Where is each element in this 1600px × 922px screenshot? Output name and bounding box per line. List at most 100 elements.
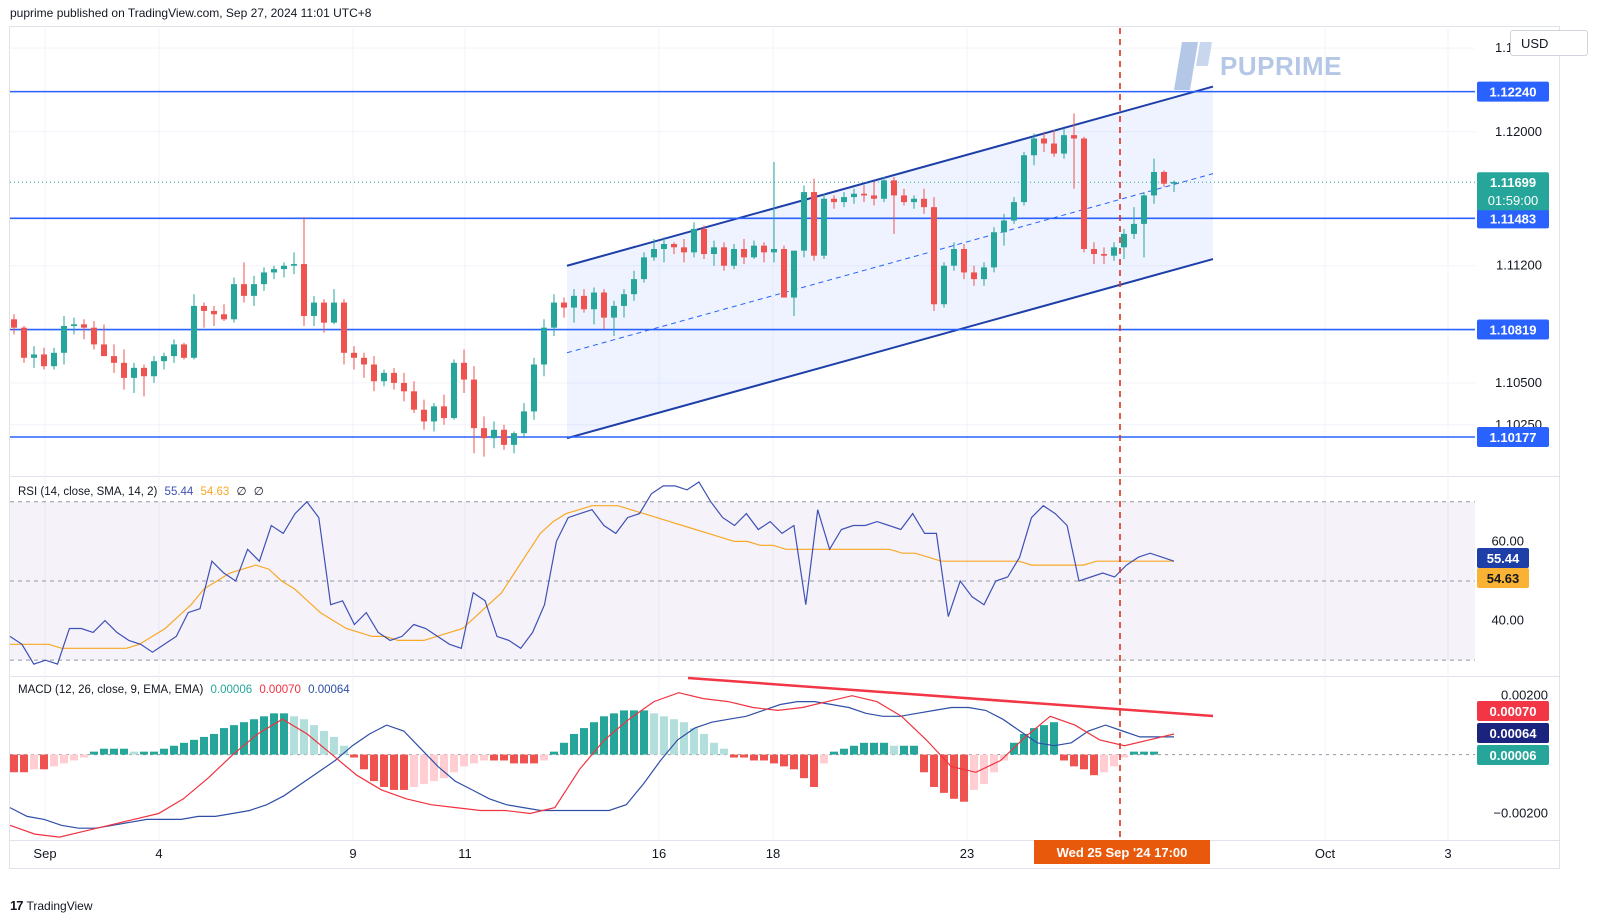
candle-up <box>1151 171 1157 196</box>
macd-hist-bar-positive <box>1040 725 1048 755</box>
macd-hist-bar-negative <box>1120 754 1128 758</box>
channel-midline <box>566 173 1214 354</box>
candle-up <box>171 344 177 357</box>
candle-down <box>1161 171 1167 184</box>
crosshair-time-label-bg <box>1034 840 1210 864</box>
macd-hist-bar-negative <box>40 754 48 770</box>
candle-down <box>1101 254 1107 256</box>
countdown-label: 01:59:00 <box>1488 193 1539 208</box>
crosshair-time-label: Wed 25 Sep '24 17:00 <box>1057 845 1188 860</box>
macd-hist-bar-positive <box>850 745 858 755</box>
macd-hist-bar-positive <box>590 722 598 755</box>
macd-hist-bar-positive <box>330 736 338 755</box>
candle-down <box>961 248 967 273</box>
candle-down <box>11 319 17 328</box>
level-price-label-text: 1.10819 <box>1490 323 1537 338</box>
rsi-value-label-bg <box>1477 548 1529 568</box>
candle-down <box>301 264 307 316</box>
macd-hist-bar-negative <box>470 754 478 764</box>
candle-up <box>941 265 947 305</box>
candle-up <box>771 248 777 253</box>
macd-hist-bar-positive <box>720 748 728 755</box>
macd-hist-bar-negative <box>10 754 18 773</box>
level-price-label-text: 1.11483 <box>1490 211 1536 226</box>
macd-hist-bar-positive <box>90 751 98 755</box>
candle-down <box>481 428 487 439</box>
candle-down <box>761 245 767 253</box>
last-price-label: 1.11699 <box>1490 175 1536 190</box>
candle-up <box>731 248 737 266</box>
candle-up <box>31 354 37 358</box>
candle-up <box>161 356 167 362</box>
candle-up <box>991 232 997 268</box>
macd-legend[interactable]: MACD (12, 26, close, 9, EMA, EMA) 0.0000… <box>18 684 354 696</box>
rsi-legend[interactable]: RSI (14, close, SMA, 14, 2) 55.44 54.63 … <box>18 484 268 498</box>
candle-down <box>91 327 97 345</box>
candle-up <box>291 264 297 266</box>
candle-up <box>801 192 807 251</box>
candle-up <box>1131 223 1137 234</box>
candle-up <box>791 250 797 298</box>
macd-hist-bar-negative <box>810 754 818 787</box>
macd-hist-bar-negative <box>730 754 738 758</box>
candle-up <box>1001 220 1007 233</box>
macd-hist-bar-negative <box>800 754 808 779</box>
macd-hist-bar-negative <box>400 754 408 790</box>
macd-hist-bar-negative <box>510 754 518 764</box>
candle-up <box>331 302 337 323</box>
candle-down <box>41 354 47 367</box>
macd-hist-bar-positive <box>280 713 288 755</box>
macd-hist-bar-positive <box>200 736 208 755</box>
rsi-legend-na-1: ∅ <box>236 486 247 498</box>
level-price-label-bg <box>1477 426 1549 447</box>
level-price-label: 1.10819 <box>1477 319 1549 340</box>
candle-down <box>471 379 477 429</box>
macd-signal-label: 0.00070 <box>1490 704 1537 719</box>
candle-up <box>611 305 617 318</box>
candle-up <box>1171 182 1177 184</box>
macd-hist-label-bg <box>1477 745 1549 765</box>
candle-down <box>901 195 907 203</box>
rsi-legend-value: 55.44 <box>164 486 194 498</box>
time-tick-label: 3 <box>1444 846 1451 861</box>
candle-down <box>861 193 867 196</box>
macd-hist-bar-positive <box>220 728 228 755</box>
macd-hist-bar-positive <box>290 716 298 755</box>
time-tick-label: 11 <box>458 846 472 861</box>
candle-up <box>311 302 317 316</box>
macd-hist-bar-negative <box>360 754 368 770</box>
time-tick-label: 9 <box>349 846 356 861</box>
rsi-sma-label: 54.63 <box>1487 571 1520 586</box>
tradingview-footer[interactable]: 17 TradingView <box>10 898 93 913</box>
macd-hist-bar-positive <box>160 748 168 755</box>
candle-up <box>61 326 67 353</box>
candle-down <box>561 302 567 308</box>
macd-hist-bar-positive <box>150 751 158 755</box>
time-tick-label: 23 <box>960 846 974 861</box>
candle-down <box>1051 143 1057 154</box>
candle-up <box>821 198 827 256</box>
macd-hist-bar-positive <box>870 742 878 755</box>
currency-selector[interactable]: USD <box>1510 30 1588 56</box>
rsi-sma-line <box>10 505 1174 649</box>
candle-up <box>1011 202 1017 221</box>
time-tick-label: 18 <box>766 846 780 861</box>
rsi-band-fill <box>10 501 1475 661</box>
level-price-label: 1.11483 <box>1477 208 1549 229</box>
rsi-legend-na-2: ∅ <box>253 486 264 498</box>
candle-down <box>701 228 707 255</box>
macd-hist-bar-negative <box>490 754 498 761</box>
macd-hist-bar-positive <box>630 710 638 755</box>
macd-hist-bar-negative <box>480 754 488 761</box>
signal-line <box>9 692 1175 838</box>
last-price-label-bg <box>1477 172 1549 211</box>
macd-hist-bar-negative <box>20 754 28 773</box>
macd-signal-label-bg <box>1477 701 1549 721</box>
level-price-label-text: 1.10177 <box>1490 430 1537 445</box>
candle-down <box>221 314 227 320</box>
macd-hist-bar-positive <box>140 751 148 755</box>
macd-hist-bar-negative <box>980 754 988 785</box>
candle-up <box>231 284 237 320</box>
